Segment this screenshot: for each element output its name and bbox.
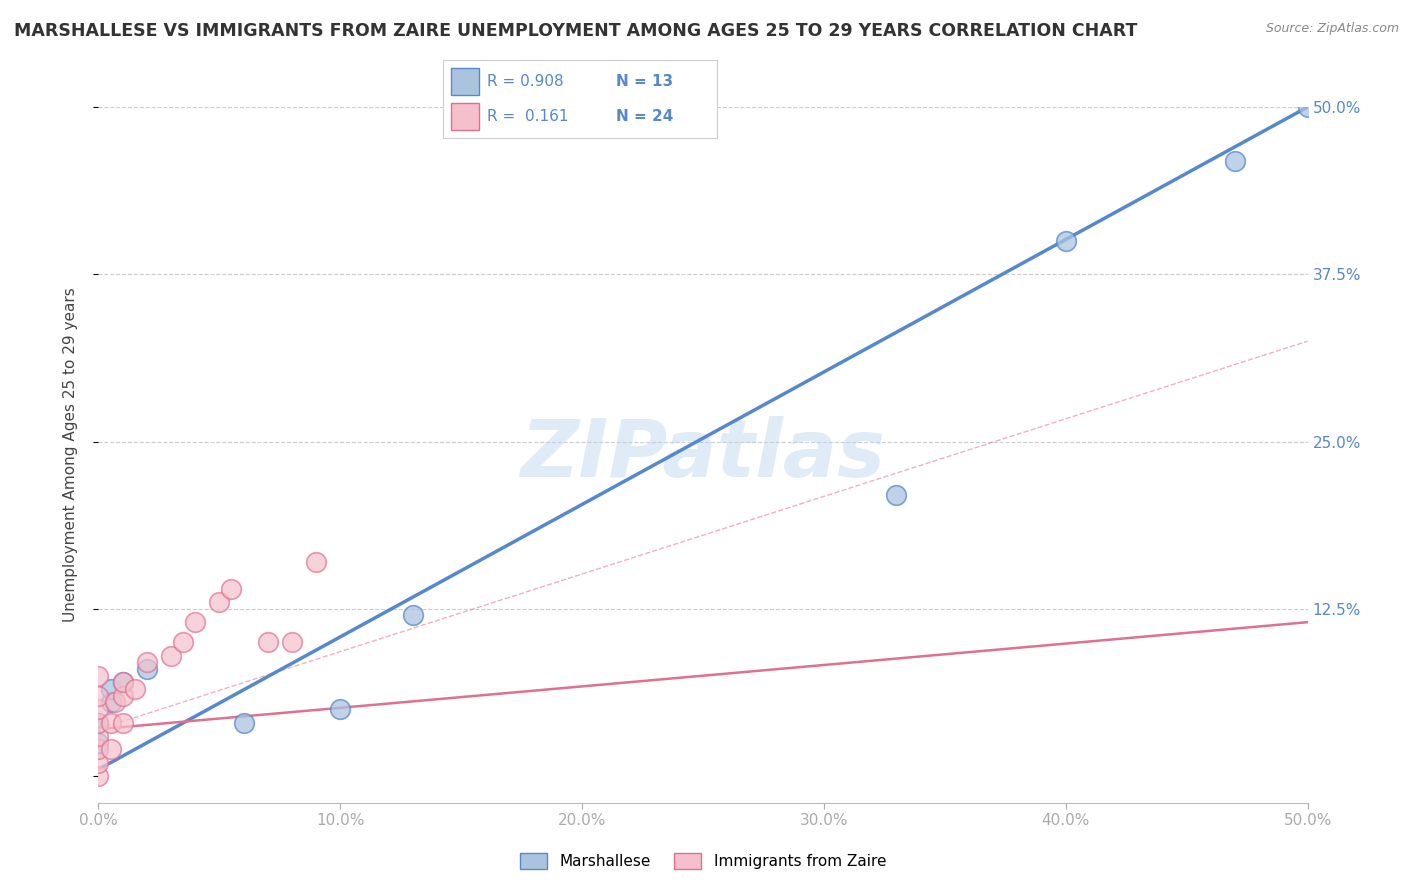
Point xyxy=(111,675,134,690)
Point xyxy=(111,689,134,703)
Bar xyxy=(451,103,478,130)
Point xyxy=(111,715,134,730)
Text: N = 24: N = 24 xyxy=(616,109,673,124)
Point xyxy=(100,681,122,696)
Point xyxy=(1296,100,1319,114)
Text: R = 0.908: R = 0.908 xyxy=(486,74,564,89)
Point xyxy=(1223,153,1246,168)
Text: R =  0.161: R = 0.161 xyxy=(486,109,568,124)
Point xyxy=(305,555,328,569)
Text: Source: ZipAtlas.com: Source: ZipAtlas.com xyxy=(1265,22,1399,36)
Point xyxy=(281,635,304,649)
Point xyxy=(87,702,110,716)
Point xyxy=(160,648,183,663)
Point xyxy=(104,696,127,710)
Point xyxy=(87,756,110,770)
Legend: Marshallese, Immigrants from Zaire: Marshallese, Immigrants from Zaire xyxy=(513,847,893,875)
Text: N = 13: N = 13 xyxy=(616,74,672,89)
Point xyxy=(135,655,157,669)
Point xyxy=(100,742,122,756)
Point xyxy=(135,662,157,676)
Point xyxy=(87,715,110,730)
Point xyxy=(100,696,122,710)
Point xyxy=(87,689,110,703)
Point xyxy=(232,715,254,730)
Text: MARSHALLESE VS IMMIGRANTS FROM ZAIRE UNEMPLOYMENT AMONG AGES 25 TO 29 YEARS CORR: MARSHALLESE VS IMMIGRANTS FROM ZAIRE UNE… xyxy=(14,22,1137,40)
Point xyxy=(87,742,110,756)
Point xyxy=(208,595,231,609)
Point xyxy=(886,488,908,502)
Point xyxy=(87,715,110,730)
Point xyxy=(100,715,122,730)
Point xyxy=(402,608,425,623)
Point xyxy=(172,635,194,649)
Point xyxy=(184,615,207,630)
Point xyxy=(87,729,110,743)
Point xyxy=(221,582,243,596)
Point xyxy=(87,769,110,783)
Text: ZIPatlas: ZIPatlas xyxy=(520,416,886,494)
Point xyxy=(124,681,146,696)
Point xyxy=(87,669,110,683)
Bar xyxy=(451,68,478,95)
Point xyxy=(111,675,134,690)
Y-axis label: Unemployment Among Ages 25 to 29 years: Unemployment Among Ages 25 to 29 years xyxy=(63,287,77,623)
Point xyxy=(87,735,110,749)
Point xyxy=(256,635,278,649)
Point xyxy=(1054,234,1077,248)
Point xyxy=(329,702,352,716)
